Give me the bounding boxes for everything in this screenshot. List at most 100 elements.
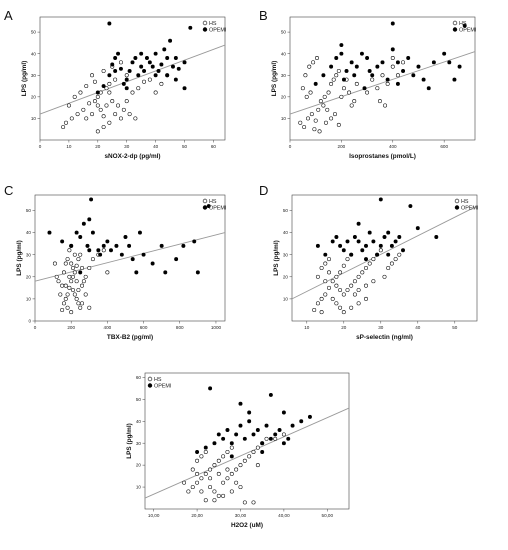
panel-a-ytick-label: 20 [31, 94, 37, 99]
panel-e-point-opemi [242, 436, 247, 441]
panel-d-point-hs [334, 274, 339, 279]
panel-b-point-hs [390, 56, 395, 60]
panel-c-point-hs [65, 292, 70, 297]
panel-d-point-hs [345, 288, 350, 293]
panel-c-ytick-label: 30 [26, 252, 32, 257]
panel-d-point-hs [323, 261, 328, 266]
panel-c-ytick-label: 40 [26, 230, 32, 235]
panel-b-point-hs [336, 68, 341, 73]
panel-e-point-hs [251, 500, 256, 505]
panel-c-point-hs [78, 305, 83, 310]
panel-e-xlabel: H2O2 (uM) [231, 522, 263, 529]
panel-c-xtick-label: 0 [34, 325, 37, 330]
panel-a-point-opemi [147, 60, 152, 65]
panel-e-point-hs [255, 463, 260, 468]
panel-e-point-opemi [255, 428, 260, 433]
panel-c-point-opemi [47, 230, 52, 235]
panel-b-point-hs [383, 103, 388, 108]
panel-a-point-opemi [165, 73, 170, 78]
panel-b-point-hs [365, 90, 370, 95]
panel-a-point-hs [61, 125, 66, 130]
panel-b-point-opemi [334, 56, 339, 60]
panel-a-point-opemi [162, 47, 167, 52]
panel-c-xtick-label: 400 [104, 325, 112, 330]
panel-d-point-opemi [360, 248, 365, 253]
panel-a-point-opemi [116, 51, 121, 56]
panel-e-point-hs [208, 467, 213, 472]
panel-e-fit-line [144, 407, 350, 499]
panel-d-point-opemi [408, 204, 413, 209]
panel-a-ytick-label: 30 [31, 73, 37, 78]
panel-e: E10203040506010,0020,0030,0040,0050,00H2… [126, 372, 350, 529]
panel-d-point-hs [323, 279, 328, 284]
panel-c-point-opemi [89, 197, 94, 202]
panel-e-point-hs [242, 500, 247, 505]
panel-c-point-opemi [127, 243, 132, 248]
panel-a-point-hs [113, 112, 118, 117]
panel-d-xtick-label: 20 [341, 325, 347, 330]
panel-d-point-hs [356, 301, 361, 306]
panel-d-point-opemi [393, 239, 398, 244]
panel-e-point-hs [255, 445, 260, 450]
panel-a-letter: A [4, 8, 13, 23]
panel-c-point-opemi [101, 243, 106, 248]
panel-a-point-opemi [173, 56, 178, 60]
panel-d-point-opemi [401, 248, 405, 253]
panel-b-point-hs [380, 73, 385, 78]
panel-c-point-hs [58, 292, 63, 297]
panel-a-point-opemi [107, 21, 112, 26]
panel-b-point-hs [347, 90, 352, 95]
panel-c-point-opemi [195, 270, 200, 275]
panel-d-legend-marker-opemi [454, 205, 460, 210]
panel-b-legend-marker-hs [452, 20, 458, 26]
panel-a-legend-marker-hs [202, 20, 208, 26]
panel-e-legend-marker-hs [147, 376, 153, 382]
panel-b-legend-label-opemi: OPEMI [459, 27, 476, 33]
panel-b-point-opemi [339, 51, 344, 56]
panel-d-point-opemi [386, 230, 391, 235]
panel-c-point-hs [83, 274, 88, 279]
panel-b-point-opemi [385, 77, 390, 82]
panel-e-point-hs [273, 436, 278, 441]
panel-a-point-opemi [144, 56, 149, 60]
panel-c-point-opemi [174, 257, 179, 262]
panel-c: C 0 10 20 30 40 50 0 200 400 600 800 1000 TBX-B2 (pg/… [4, 183, 226, 341]
panel-a-legend-marker-opemi [202, 27, 208, 32]
panel-c-point-hs [78, 252, 83, 257]
panel-e-point-opemi [281, 410, 286, 415]
panel-c-point-opemi [150, 261, 155, 266]
panel-b-point-hs [302, 125, 307, 130]
panel-b-point-hs [308, 90, 313, 95]
panel-c-point-hs [60, 307, 65, 312]
panel-c-point-hs [71, 288, 75, 293]
panel-a-point-opemi [139, 64, 144, 69]
panel-b-xlabel: Isoprostanes (pmol/L) [349, 153, 416, 160]
panel-c-point-hs [76, 288, 81, 293]
panel-c-xtick-label: 1000 [211, 325, 222, 330]
panel-a-point-hs [101, 125, 106, 130]
panel-b-point-hs [312, 127, 317, 132]
panel-d-point-hs [319, 310, 324, 315]
panel-d-ytick-label: 20 [283, 274, 289, 279]
panel-d-point-opemi [364, 243, 368, 248]
panel-b-point-opemi [442, 51, 447, 56]
panel-e-point-opemi [264, 423, 269, 428]
panel-c-point-opemi [159, 243, 164, 248]
panel-a-point-opemi [182, 60, 187, 65]
panel-c-point-opemi [98, 252, 103, 257]
panel-b-point-opemi [457, 64, 462, 69]
panel-b-ytick-label: 50 [281, 30, 287, 35]
panel-d-point-hs [315, 301, 320, 306]
panel-e-point-opemi [277, 428, 282, 433]
panel-c-point-opemi [141, 252, 146, 257]
panel-d-xtick-label: 10 [304, 325, 310, 330]
panel-c-point-opemi [163, 270, 168, 275]
panel-b-point-opemi [339, 43, 344, 48]
panel-a-point-hs [95, 94, 100, 99]
panel-c-point-opemi [69, 243, 74, 248]
panel-d-point-opemi [349, 252, 354, 257]
panel-b-point-hs [370, 77, 375, 82]
panel-b-point-opemi [416, 64, 421, 69]
panel-d-point-hs [334, 283, 339, 288]
panel-d-point-opemi [352, 235, 357, 239]
